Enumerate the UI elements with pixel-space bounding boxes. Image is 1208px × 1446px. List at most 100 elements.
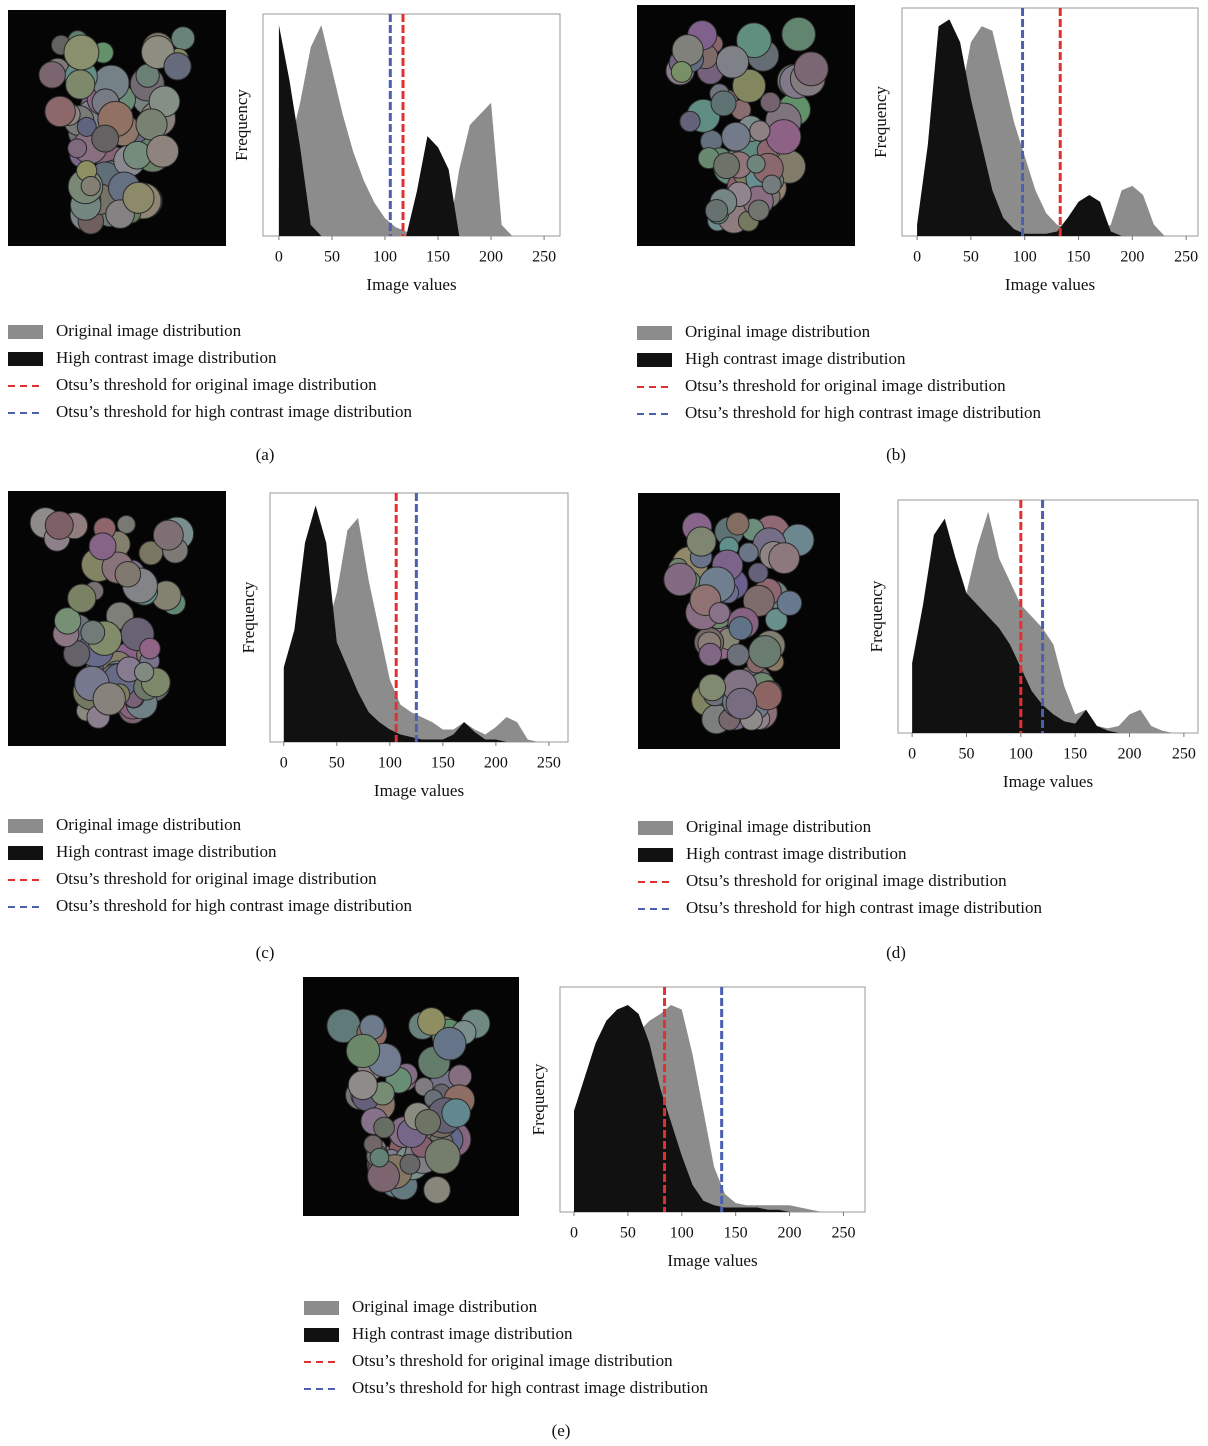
- grape-berry: [373, 1116, 395, 1139]
- legend-label: High contrast image distribution: [686, 844, 907, 863]
- grape-berry: [170, 26, 196, 51]
- panel-label: (e): [552, 1421, 571, 1440]
- legend-swatch: [8, 846, 43, 860]
- grape-berry: [742, 584, 775, 617]
- grape-berry: [417, 1007, 446, 1036]
- legend-label: Otsu’s threshold for original image dist…: [56, 375, 377, 394]
- x-tick-label: 150: [426, 249, 450, 266]
- distribution-area: [278, 25, 545, 236]
- grape-cluster: [663, 512, 815, 735]
- grape-berry: [88, 532, 117, 561]
- grape-berry: [748, 635, 782, 669]
- x-tick-label: 150: [1067, 249, 1091, 266]
- x-tick-label: 0: [280, 755, 288, 772]
- grape-berry: [347, 1070, 378, 1101]
- distribution-area: [278, 25, 545, 236]
- x-tick-label: 200: [484, 755, 508, 772]
- x-tick-label: 200: [479, 249, 503, 266]
- distribution-area: [283, 505, 549, 742]
- x-tick-label: 200: [778, 1225, 802, 1242]
- grape-berry: [679, 110, 701, 133]
- distribution-area: [917, 19, 1187, 237]
- grape-berry: [163, 52, 192, 81]
- grape-berry: [726, 643, 750, 667]
- panel-label: (d): [886, 943, 906, 962]
- distribution-area: [574, 1005, 844, 1212]
- grape-berry: [765, 119, 802, 155]
- grape-berry: [91, 124, 120, 153]
- grape-berry: [671, 34, 704, 67]
- x-tick-label: 250: [1174, 249, 1198, 266]
- grape-berry: [713, 152, 741, 180]
- grape-berry: [749, 120, 771, 142]
- x-tick-label: 0: [275, 249, 283, 266]
- x-tick-label: 100: [1013, 249, 1037, 266]
- grape-berry: [92, 682, 126, 716]
- grape-berry: [663, 562, 697, 597]
- grape-berry: [738, 542, 759, 563]
- grape-berry: [728, 616, 753, 641]
- x-tick-label: 50: [963, 249, 979, 266]
- legend-label: Original image distribution: [686, 817, 872, 836]
- x-tick-label: 100: [378, 755, 402, 772]
- y-axis-label: Frequency: [232, 89, 251, 161]
- y-axis-label: Frequency: [239, 581, 258, 653]
- grape-berry: [761, 174, 782, 195]
- grape-berry: [760, 91, 781, 113]
- grape-berry: [698, 642, 722, 667]
- legend-label: Original image distribution: [56, 815, 242, 834]
- distribution-area: [912, 518, 1184, 733]
- grape-berry: [423, 1176, 451, 1204]
- grape-berry: [67, 138, 88, 159]
- legend-swatch: [637, 353, 672, 367]
- y-axis-label: Frequency: [867, 580, 886, 652]
- grape-berry: [63, 34, 100, 71]
- grape-berry: [67, 583, 97, 613]
- legend-label: Original image distribution: [352, 1297, 538, 1316]
- grape-berry: [414, 1109, 442, 1136]
- grape-berry: [736, 22, 772, 59]
- grape-berry: [44, 95, 76, 128]
- grape-berry: [670, 60, 693, 83]
- grape-berry: [704, 198, 729, 223]
- grape-berry: [38, 61, 66, 89]
- x-tick-label: 0: [908, 746, 916, 763]
- grape-cluster: [326, 1007, 491, 1204]
- grape-berry: [76, 116, 97, 137]
- grape-berry: [146, 134, 180, 168]
- legend-label: Otsu’s threshold for high contrast image…: [56, 402, 413, 421]
- grape-berry: [122, 181, 155, 214]
- panel-label: (b): [886, 445, 906, 464]
- legend-swatch: [8, 819, 43, 833]
- grape-berry: [746, 154, 766, 174]
- grape-berry: [721, 121, 751, 152]
- legend-label: Original image distribution: [685, 322, 871, 341]
- legend-label: High contrast image distribution: [56, 842, 277, 861]
- grape-berry: [152, 519, 184, 551]
- x-tick-label: 200: [1120, 249, 1144, 266]
- x-tick-label: 150: [1063, 746, 1087, 763]
- grape-berry: [424, 1138, 461, 1175]
- grape-berry: [80, 175, 101, 197]
- legend-label: Otsu’s threshold for high contrast image…: [56, 896, 413, 915]
- legend-swatch: [638, 848, 673, 862]
- grape-berry: [793, 51, 829, 87]
- grape-berry: [399, 1153, 421, 1175]
- x-tick-label: 250: [537, 755, 561, 772]
- y-axis-label: Frequency: [871, 86, 890, 158]
- grape-berry: [726, 512, 750, 536]
- legend-label: Otsu’s threshold for high contrast image…: [352, 1378, 709, 1397]
- grape-berry: [715, 45, 750, 79]
- panel-label: (c): [256, 943, 275, 962]
- legend-swatch: [8, 352, 43, 366]
- grape-berry: [776, 590, 803, 616]
- grape-berry: [781, 16, 816, 52]
- x-tick-label: 50: [958, 746, 974, 763]
- grape-berry: [53, 607, 82, 635]
- x-tick-label: 100: [373, 249, 397, 266]
- grape-berry: [732, 68, 767, 103]
- grape-berry: [448, 1064, 473, 1089]
- grape-berry: [686, 526, 717, 557]
- grape-berry: [764, 608, 788, 632]
